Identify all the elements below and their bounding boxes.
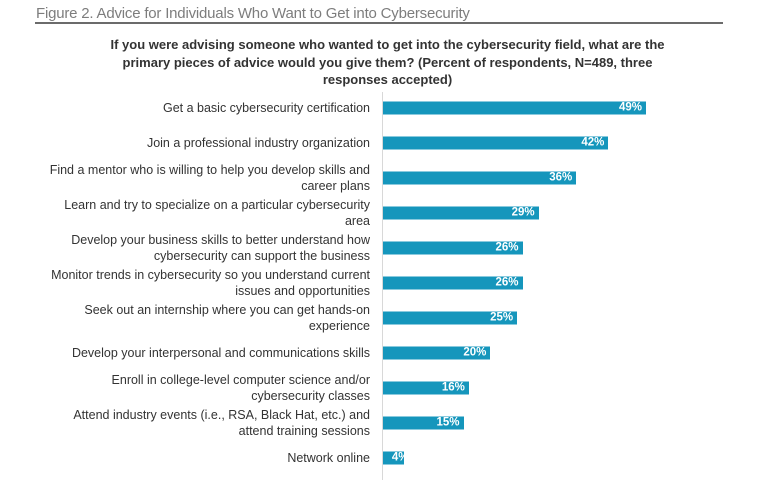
figure-title: Figure 2. Advice for Individuals Who Wan…: [36, 5, 470, 22]
data-label: 42%: [581, 136, 605, 149]
category-label: Get a basic cybersecurity certification: [162, 101, 370, 115]
category-label: Develop your business skills to better u…: [71, 233, 370, 263]
y-axis-line: [382, 92, 383, 480]
data-label: 49%: [618, 101, 642, 114]
bar: 36%: [383, 171, 577, 185]
bar: 25%: [383, 311, 518, 325]
bar: 26%: [383, 276, 523, 290]
category-label: Find a mentor who is willing to help you…: [49, 163, 370, 193]
category-label: Monitor trends in cybersecurity so you u…: [51, 268, 370, 298]
data-label: 25%: [490, 311, 514, 324]
bar: 29%: [383, 206, 539, 220]
category-label: Network online: [287, 451, 370, 465]
bar: 15%: [383, 416, 464, 430]
chart-title: If you were advising someone who wanted …: [110, 37, 665, 87]
category-label: Learn and try to specialize on a particu…: [64, 198, 370, 228]
data-label: 20%: [463, 346, 487, 359]
bar: 20%: [383, 346, 491, 360]
bar: 49%: [383, 101, 646, 115]
category-label: Enroll in college-level computer science…: [111, 373, 370, 403]
data-label: 26%: [495, 241, 519, 254]
bar: 4%: [383, 451, 408, 465]
bar: 26%: [383, 241, 523, 255]
title-rule: [35, 22, 723, 24]
data-label: 16%: [441, 381, 465, 394]
data-label: 26%: [495, 276, 519, 289]
bar: 16%: [383, 381, 469, 395]
data-label: 29%: [511, 206, 535, 219]
data-label: 15%: [436, 416, 460, 429]
category-label: Develop your interpersonal and communica…: [71, 346, 370, 360]
category-label: Join a professional industry organizatio…: [146, 136, 370, 150]
data-label: 4%: [391, 451, 409, 464]
bar: 42%: [383, 136, 609, 150]
data-label: 36%: [549, 171, 573, 184]
category-label: Seek out an internship where you can get…: [84, 303, 370, 333]
category-label: Attend industry events (i.e., RSA, Black…: [73, 408, 370, 438]
